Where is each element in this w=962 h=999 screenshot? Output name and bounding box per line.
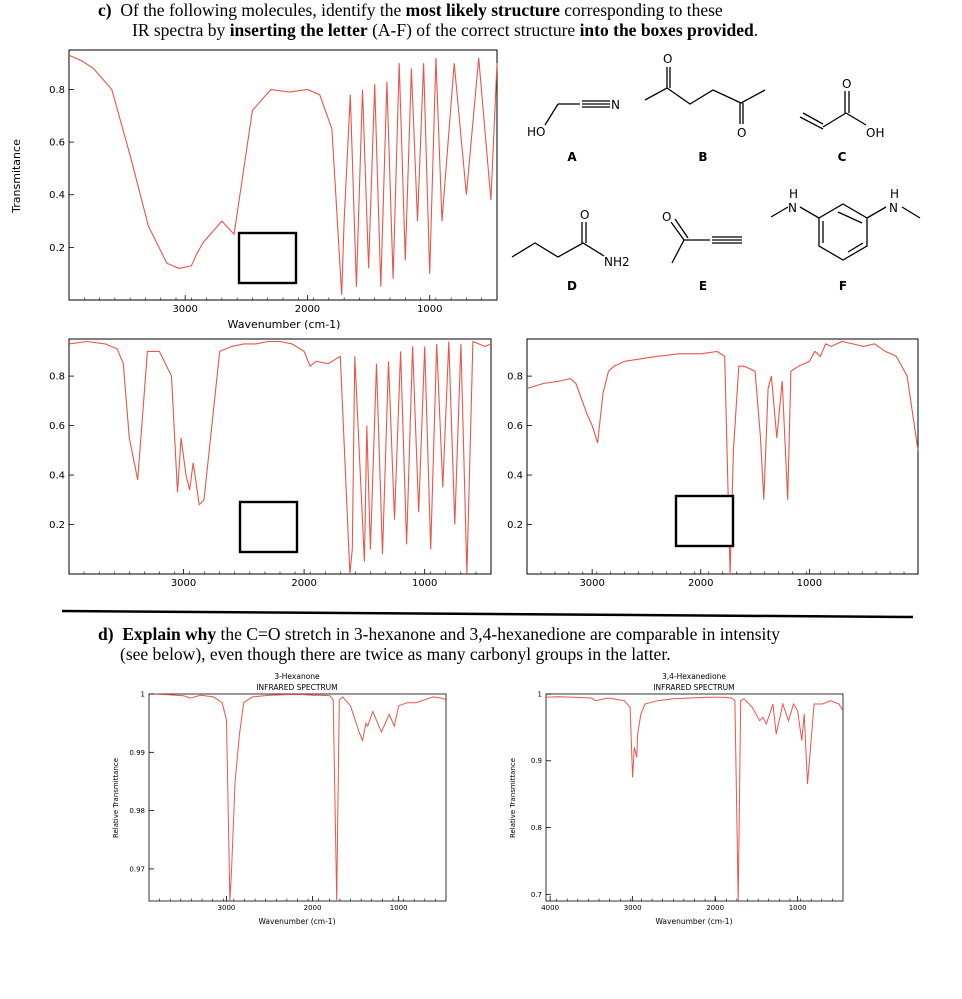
spectrum-hexanedione-subtitle: INFRARED SPECTRUM (653, 683, 734, 692)
spectrum-1-xlabel: Wavenumber (cm-1) (228, 318, 341, 331)
y-tick-label: 0.6 (49, 421, 65, 432)
spectrum-3-answer-box[interactable] (674, 494, 735, 548)
question-c: c) Of the following molecules, identify … (98, 0, 758, 40)
x-tick-label: 3000 (171, 578, 196, 589)
y-tick-label: 0.2 (49, 243, 65, 254)
x-tick-label: 3000 (218, 904, 236, 912)
spectrum-hexanedione-ylabel: Relative Transmittance (509, 758, 517, 838)
spectrum-hexanedione-line (545, 696, 844, 902)
molecule-structures: HO N O O O OH O (511, 52, 921, 293)
y-tick-label: 0.98 (129, 807, 145, 815)
molecule-f-n-left: N (788, 201, 797, 215)
spectrum-hexanone-title: 3-Hexanone (274, 672, 320, 681)
molecule-a: HO N (527, 98, 620, 139)
x-tick-label: 2000 (706, 904, 724, 912)
x-tick-label: 1000 (797, 578, 822, 589)
molecule-a-ho: HO (527, 125, 545, 139)
molecule-label-d: D (567, 279, 577, 293)
molecule-d-o: O (580, 208, 589, 222)
molecule-label-c: C (838, 150, 847, 164)
y-tick-label: 0.6 (507, 421, 523, 432)
spectrum-hexanone-line (148, 693, 447, 902)
spectrum-3-chart: 3000 2000 1000 0.8 0.6 0.4 0.2 (507, 338, 919, 589)
y-tick-label: 0.97 (129, 865, 145, 873)
x-tick-label: 3000 (579, 578, 604, 589)
y-tick-label: 0.6 (49, 138, 65, 149)
molecule-c-oh: OH (866, 126, 884, 140)
y-tick-label: 1 (538, 690, 542, 698)
molecule-label-f: F (839, 279, 847, 293)
y-tick-label: 0.99 (129, 749, 145, 757)
question-d-label: d) (98, 624, 114, 644)
spectrum-1-ylabel: Transmitance (10, 139, 23, 214)
question-c-line2: IR spectra by inserting the letter (A-F)… (132, 20, 759, 40)
spectrum-hexanedione-chart: 3,4-Hexanedione INFRARED SPECTRUM 4000 30… (509, 672, 844, 926)
x-tick-label: 1000 (412, 578, 437, 589)
y-tick-label: 0.4 (49, 190, 65, 201)
molecule-label-e: E (699, 279, 707, 293)
y-tick-label: 0.2 (49, 520, 65, 531)
y-tick-label: 0.8 (507, 372, 523, 383)
spectrum-hexanone-subtitle: INFRARED SPECTRUM (256, 683, 337, 692)
y-tick-label: 0.2 (507, 520, 523, 531)
spectrum-hexanone-ylabel: Relative Transmittance (112, 758, 120, 838)
y-tick-label: 1 (141, 690, 145, 698)
molecule-a-n: N (611, 98, 620, 112)
molecule-b: O O (644, 52, 766, 140)
spectrum-hexanone-chart: 3-Hexanone INFRARED SPECTRUM 3000 2000 100… (112, 672, 447, 926)
y-tick-label: 0.8 (49, 372, 65, 383)
x-tick-label: 2000 (295, 304, 320, 315)
spectrum-2-answer-box[interactable] (238, 500, 299, 554)
spectrum-3-line (526, 340, 919, 575)
question-d-line1: d) Explain why the C=O stretch in 3-hexa… (98, 624, 781, 644)
section-divider (61, 609, 914, 619)
molecule-label-b: B (698, 150, 707, 164)
spectrum-hexanedione-title: 3,4-Hexanedione (662, 672, 726, 681)
x-tick-label: 3000 (172, 304, 197, 315)
molecule-d-nh2: NH2 (604, 255, 630, 269)
y-tick-label: 0.8 (49, 85, 65, 96)
question-d-line2: (see below), even though there are twice… (120, 644, 671, 664)
spectrum-1-chart: 3000 2000 1000 0.8 0.6 0.4 0.2 Transmitance Wa… (10, 49, 498, 331)
molecule-b-o-bottom: O (737, 126, 746, 140)
spectrum-2-chart: 3000 2000 1000 0.8 0.6 0.4 0.2 (49, 338, 492, 589)
x-tick-label: 1000 (789, 904, 807, 912)
molecule-f-h-left: H (789, 187, 798, 201)
spectrum-1-line (68, 54, 498, 295)
molecule-f-h-right: H (890, 187, 899, 201)
y-tick-label: 0.8 (531, 824, 542, 832)
spectrum-1-answer-box[interactable] (237, 231, 298, 285)
molecule-b-o-top: O (663, 52, 672, 66)
molecule-label-a: A (567, 150, 577, 164)
x-tick-label: 2000 (688, 578, 713, 589)
molecule-f: N H N H (770, 187, 921, 261)
y-tick-label: 0.9 (531, 757, 542, 765)
question-c-line1: c) Of the following molecules, identify … (98, 0, 723, 20)
molecule-c-o: O (842, 77, 851, 91)
question-d: d) Explain why the C=O stretch in 3-hexa… (98, 624, 780, 664)
spectrum-hexanedione-plot-frame (545, 693, 844, 902)
y-tick-label: 0.4 (49, 471, 65, 482)
x-tick-label: 2000 (291, 578, 316, 589)
y-tick-label: 0.7 (531, 891, 542, 899)
x-tick-label: 3000 (624, 904, 642, 912)
molecule-c: O OH (799, 77, 884, 140)
spectrum-hexanedione-xlabel: Wavenumber (cm-1) (656, 917, 733, 926)
spectrum-2-line (68, 340, 492, 575)
question-c-label: c) (98, 0, 112, 20)
x-tick-label: 2000 (304, 904, 322, 912)
x-tick-label: 1000 (417, 304, 442, 315)
spectrum-hexanone-plot-frame (148, 693, 447, 902)
molecule-e-o: O (662, 210, 671, 224)
y-tick-label: 0.4 (507, 471, 523, 482)
spectrum-hexanone-xlabel: Wavenumber (cm-1) (259, 917, 336, 926)
molecule-e: O (662, 210, 742, 264)
x-tick-label: 4000 (541, 904, 559, 912)
molecule-f-n-right: N (889, 201, 898, 215)
molecule-d: O NH2 (511, 208, 630, 269)
x-tick-label: 1000 (390, 904, 408, 912)
